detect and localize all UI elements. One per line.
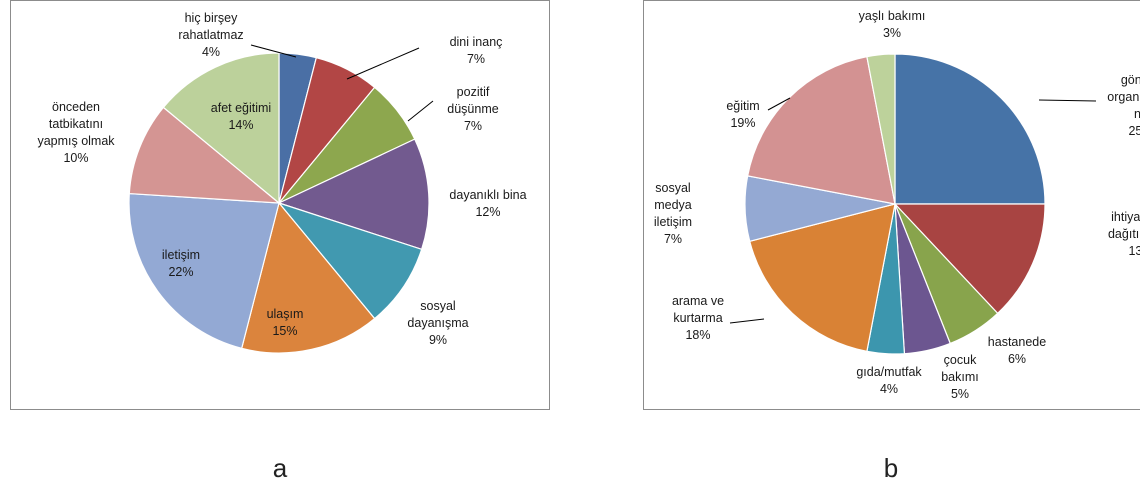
slice-label-a-hic-birsey-rahatlatmaz: hiç birşey rahatlatmaz 4% [178, 11, 243, 59]
slice-label-line: çocuk [944, 353, 977, 367]
caption-b: b [883, 453, 899, 483]
pie-slice-a-ulasim [240, 201, 376, 354]
slice-label-line: dağıtımında [1108, 227, 1140, 241]
slice-label-line: rahatlatmaz [178, 28, 243, 42]
slice-label-line: iletişim [162, 248, 200, 262]
slice-label-line: 5% [951, 387, 969, 401]
slice-label-a-onceden-tatbikatini-yapmis-olmak: önceden tatbikatını yapmış olmak 10% [37, 100, 115, 165]
slice-label-a-pozitif-dusunme: pozitif düşünme 7% [447, 85, 498, 133]
leader-line-a-pozitif-dusunme [407, 100, 434, 122]
slice-label-line: nu [1134, 107, 1140, 121]
pie-slice-b-ihtiyaclarin-dagitiminda [893, 203, 1046, 315]
slice-label-b-ihtiyaclarin-dagitiminda: ihtiyaçların dağıtımında 13% [1108, 210, 1140, 258]
slice-label-line: afet eğitimi [211, 101, 271, 115]
slice-label-line: tatbikatını [49, 117, 103, 131]
pie-slice-a-onceden-tatbikatini-yapmis-olmak [128, 106, 281, 204]
slice-label-line: kurtarma [673, 311, 722, 325]
slice-label-line: sosyal [420, 299, 455, 313]
slice-label-b-arama-ve-kurtarma: arama ve kurtarma 18% [672, 294, 724, 342]
pie-slice-a-dayanikli-bina [277, 138, 430, 251]
slice-label-line: eğitim [726, 99, 759, 113]
slice-label-line: 13% [1128, 244, 1140, 258]
pie-slice-a-afet-egitimi [162, 52, 280, 205]
slice-label-line: sosyal [655, 181, 690, 195]
slice-label-line: hiç birşey [185, 11, 239, 25]
slice-label-b-gonullu-organizasyonu: gönüllü organizasyo nu 25% [1107, 73, 1140, 138]
slice-label-line: yapmış olmak [37, 134, 115, 148]
slice-label-line: 22% [168, 265, 193, 279]
pie-slice-b-gonullu-organizasyonu [894, 53, 1046, 205]
slice-label-line: ihtiyaçların [1111, 210, 1140, 224]
leader-line-a-dini-inanc [346, 47, 420, 80]
slice-label-b-yasli-bakimi: yaşlı bakımı 3% [859, 9, 926, 40]
leader-line-b-gonullu-organizasyonu [1038, 99, 1097, 102]
slice-label-line: dini inanç [450, 35, 503, 49]
slice-label-line: 7% [464, 119, 482, 133]
slice-label-line: arama ve [672, 294, 724, 308]
slice-label-line: 14% [228, 118, 253, 132]
slice-label-b-gida-mutfak: gıda/mutfak 4% [856, 365, 922, 396]
slice-label-a-dayanikli-bina: dayanıklı bina 12% [449, 188, 526, 219]
slice-label-line: pozitif [457, 85, 490, 99]
slice-label-line: 10% [63, 151, 88, 165]
slice-label-line: 7% [467, 52, 485, 66]
leader-line-b-egitim [767, 97, 791, 111]
pie-slice-a-iletisim [128, 192, 280, 350]
slice-label-b-egitim: eğitim 19% [726, 99, 759, 130]
slice-label-b-hastanede: hastanede 6% [988, 335, 1046, 366]
slice-label-a-iletisim: iletişim 22% [162, 248, 200, 279]
slice-label-line: 4% [880, 382, 898, 396]
slice-label-a-sosyal-dayanisma: sosyal dayanışma 9% [407, 299, 468, 347]
slice-label-line: organizasyo [1107, 90, 1140, 104]
pie-chart-a-svg: hiç birşey rahatlatmaz 4%dini inanç 7%pozit… [37, 11, 527, 354]
slice-label-line: 6% [1008, 352, 1026, 366]
slice-label-a-afet-egitimi: afet eğitimi 14% [211, 101, 271, 132]
slice-label-line: hastanede [988, 335, 1046, 349]
slice-label-line: gıda/mutfak [856, 365, 922, 379]
slice-label-b-sosyal-medya-iletisim: sosyal medya iletişim 7% [654, 181, 692, 246]
slice-label-b-cocuk-bakimi: çocuk bakımı 5% [941, 353, 979, 401]
slice-label-line: 9% [429, 333, 447, 347]
pie-slice-b-yasli-bakimi [866, 53, 896, 205]
caption-a: a [272, 453, 288, 483]
pie-chart-b: gönüllü organizasyo nu 25% ihtiyaçların dağıt… [643, 0, 1140, 410]
slice-label-line: düşünme [447, 102, 498, 116]
slice-label-line: dayanıklı bina [449, 188, 526, 202]
leader-line-a-hic-birsey-rahatlatmaz [250, 44, 297, 58]
slice-label-line: 4% [202, 45, 220, 59]
slice-label-line: 19% [730, 116, 755, 130]
pie-chart-a: hiç birşey rahatlatmaz 4% dini inanç 7% pozit… [10, 0, 550, 410]
slice-label-a-ulasim: ulaşım 15% [267, 307, 304, 338]
pie-slice-b-arama-ve-kurtarma [748, 203, 896, 353]
slice-label-line: ulaşım [267, 307, 304, 321]
pie-chart-b-svg: gönüllü organizasyo nu 25% ihtiyaçların dağıt… [654, 9, 1140, 401]
slice-label-line: iletişim [654, 215, 692, 229]
slice-label-line: yaşlı bakımı [859, 9, 926, 23]
slice-label-line: 18% [685, 328, 710, 342]
slice-label-line: önceden [52, 100, 100, 114]
slice-label-line: dayanışma [407, 316, 468, 330]
slice-label-a-dini-inanc: dini inanç 7% [450, 35, 503, 66]
slice-label-line: bakımı [941, 370, 979, 384]
pie-slice-b-egitim [746, 55, 896, 205]
slice-label-line: gönüllü [1121, 73, 1140, 87]
leader-line-b-arama-ve-kurtarma [729, 318, 765, 324]
slice-label-line: 12% [475, 205, 500, 219]
pie-slice-a-sosyal-dayanisma [277, 201, 423, 320]
slice-label-line: 25% [1128, 124, 1140, 138]
slice-label-line: 3% [883, 26, 901, 40]
slice-label-line: 15% [272, 324, 297, 338]
slice-label-line: 7% [664, 232, 682, 246]
slice-label-line: medya [654, 198, 692, 212]
